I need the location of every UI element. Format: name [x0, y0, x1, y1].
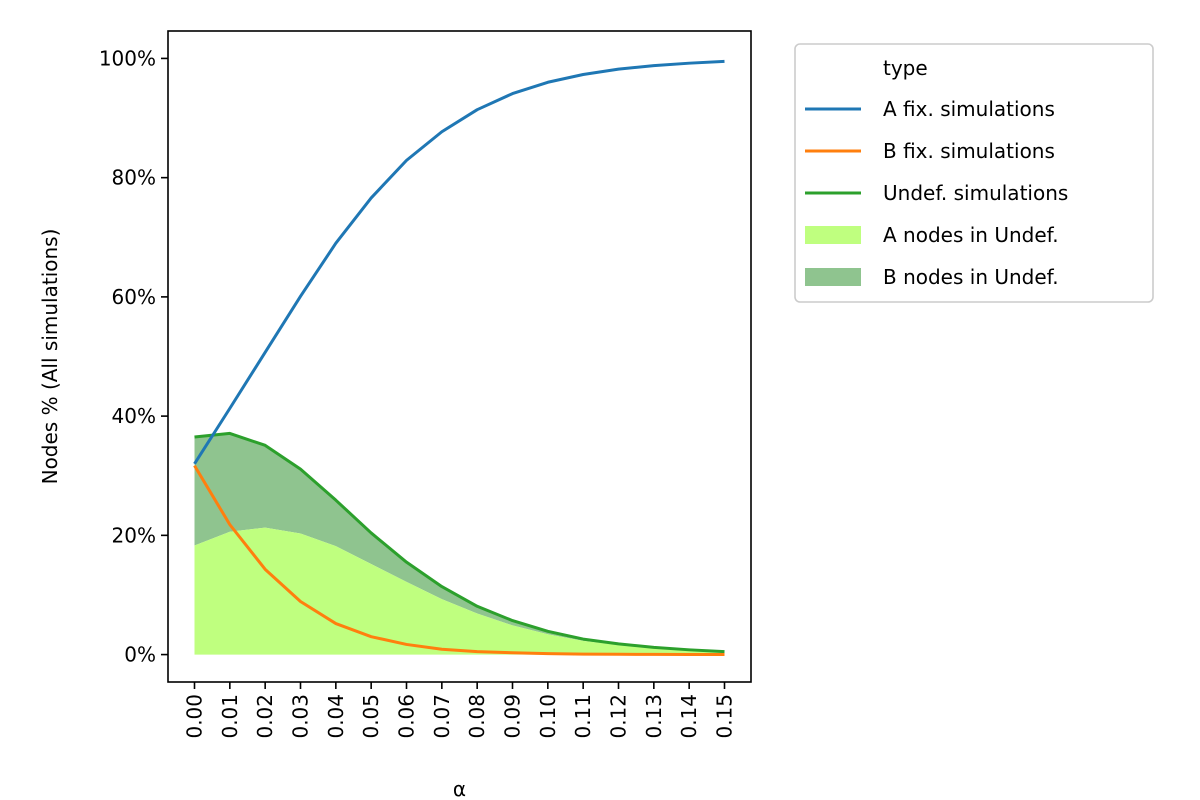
legend-label: A fix. simulations: [883, 97, 1055, 121]
legend: type A fix. simulations B fix. simulations…: [794, 43, 1154, 303]
line-layer: [193, 59, 725, 657]
series-line-b-fix-simulations: [193, 464, 725, 657]
y-tick-label: 60%: [112, 285, 156, 309]
y-tick-label: 100%: [99, 46, 156, 70]
x-tick-label: 0.01: [218, 694, 242, 739]
legend-label: B nodes in Undef.: [883, 265, 1059, 289]
y-tick-label: 40%: [112, 404, 156, 428]
area-b-nodes-in-undef: [194, 433, 725, 652]
legend-title: type: [883, 56, 928, 80]
area-layer: [194, 433, 725, 655]
series-line-undef-simulations: [194, 431, 725, 654]
x-tick-label: 0.02: [253, 694, 277, 739]
x-tick-label: 0.12: [607, 694, 631, 739]
y-axis: 0% 20% 40% 60% 80% 100%: [99, 46, 168, 667]
x-tick-label: 0.15: [713, 694, 737, 739]
area-a-nodes-in-undef: [194, 527, 725, 655]
x-tick-label: 0.09: [501, 694, 525, 739]
legend-swatch: [805, 226, 861, 244]
x-tick-label: 0.07: [430, 694, 454, 739]
x-tick-label: 0.08: [465, 694, 489, 739]
legend-swatch: [805, 268, 861, 286]
x-tick-label: 0.11: [571, 694, 595, 739]
y-tick-label: 0%: [124, 643, 156, 667]
y-axis-title: Nodes % (All simulations): [38, 229, 62, 485]
x-tick-label: 0.06: [395, 694, 419, 739]
x-tick-label: 0.04: [324, 694, 348, 739]
legend-box: [794, 43, 1154, 303]
y-tick-label: 20%: [112, 523, 156, 547]
x-tick-label: 0.00: [183, 694, 207, 739]
plot-frame: [167, 30, 752, 683]
x-tick-label: 0.05: [359, 694, 383, 739]
x-axis: 0.00 0.01 0.02 0.03 0.04 0.05 0.06 0.07 0.08 0.09…: [183, 682, 737, 739]
legend-label: B fix. simulations: [883, 139, 1055, 163]
x-tick-label: 0.10: [536, 694, 560, 739]
y-tick-label: 80%: [112, 166, 156, 190]
x-tick-label: 0.03: [289, 694, 313, 739]
legend-label: Undef. simulations: [883, 181, 1068, 205]
series-line-a-fix-simulations: [193, 59, 725, 465]
x-tick-label: 0.14: [677, 694, 701, 739]
legend-label: A nodes in Undef.: [883, 223, 1059, 247]
x-tick-label: 0.13: [642, 694, 666, 739]
x-axis-title: α: [453, 777, 466, 800]
